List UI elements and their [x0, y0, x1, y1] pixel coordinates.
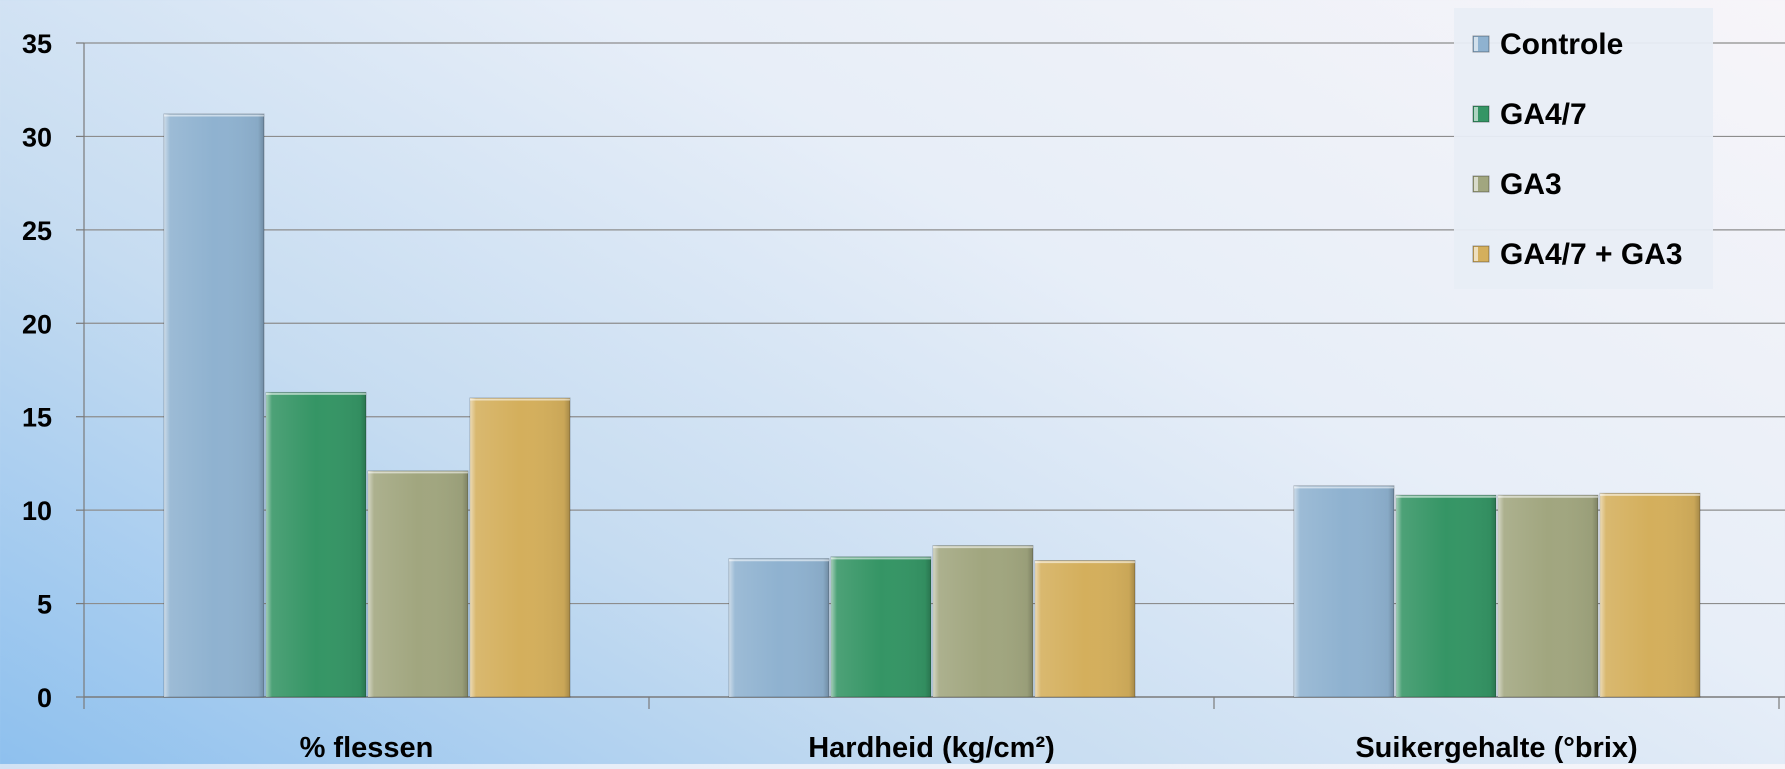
bar: [469, 397, 571, 698]
legend-box: [1454, 8, 1713, 289]
bar: [830, 556, 932, 698]
x-category-label: % flessen: [300, 732, 434, 764]
legend-item: GA4/7: [1472, 98, 1587, 131]
x-category-label: Hardheid (kg/cm²): [808, 732, 1055, 764]
legend-label: GA3: [1500, 168, 1562, 201]
legend-label: Controle: [1500, 28, 1623, 61]
bar: [728, 558, 830, 698]
bar: [932, 545, 1034, 698]
bar: [1034, 560, 1136, 698]
x-category-label: Suikergehalte (°brix): [1355, 732, 1637, 764]
bars: [163, 113, 1701, 698]
y-tick-label: 35: [22, 29, 52, 59]
bar: [367, 470, 469, 698]
legend-label: GA4/7: [1500, 98, 1587, 131]
bar: [265, 391, 367, 698]
y-tick-label: 10: [22, 496, 52, 526]
legend-item: GA3: [1472, 168, 1562, 201]
axis-labels: 0 5 10 15 20 25 30 35 % flessen Hardheid (kg/cm²)…: [22, 29, 1638, 764]
y-tick-label: 20: [22, 309, 52, 339]
y-tick-label: 0: [37, 683, 52, 713]
gridlines: [84, 42, 1785, 605]
legend-item: GA4/7 + GA3: [1472, 238, 1683, 271]
bar: [1293, 485, 1395, 698]
legend-item: Controle: [1472, 28, 1623, 61]
legend: Controle GA4/7 GA3 GA4/7 + GA3: [1454, 8, 1713, 289]
legend-label: GA4/7 + GA3: [1500, 238, 1683, 271]
bar: [1395, 494, 1497, 698]
y-tick-label: 30: [22, 122, 52, 152]
bar: [163, 113, 265, 698]
y-tick-label: 5: [37, 590, 52, 620]
y-tick-label: 25: [22, 216, 52, 246]
bar: [1599, 492, 1701, 698]
bar: [1497, 494, 1599, 698]
y-tick-label: 15: [22, 403, 52, 433]
